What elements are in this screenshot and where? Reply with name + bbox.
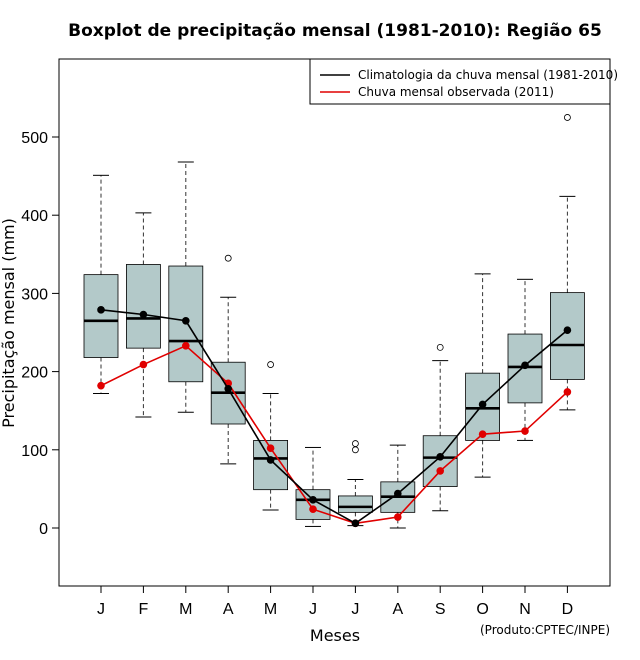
series-point <box>563 388 572 396</box>
y-tick-label: 300 <box>21 286 48 303</box>
outlier-point <box>351 446 359 454</box>
series-point <box>394 489 402 498</box>
outlier-point <box>224 254 232 262</box>
series-point <box>182 316 190 325</box>
series-observed <box>97 341 572 528</box>
series-point <box>182 341 190 350</box>
legend: Climatologia da chuva mensal (1981-2010)… <box>309 58 618 105</box>
series-point <box>563 326 572 334</box>
series-point <box>97 381 105 390</box>
x-tick-label: J <box>351 601 359 618</box>
series-point <box>394 513 402 521</box>
boxes-layer <box>83 114 585 529</box>
series-point <box>139 360 148 369</box>
box-6 <box>295 446 331 527</box>
y-axis-title: Precipitação mensal (mm) <box>0 218 18 428</box>
legend-label-observed: Chuva mensal observada (2011) <box>358 85 554 99</box>
box-2 <box>126 212 161 418</box>
series-point <box>309 496 317 504</box>
series-point <box>436 467 445 475</box>
box-12 <box>550 114 585 411</box>
y-axis: 0 100 200 300 400 500 <box>21 130 60 538</box>
x-tick-label: A <box>392 601 403 618</box>
series-point <box>266 456 275 464</box>
box-4 <box>210 254 246 465</box>
series-point <box>309 505 317 514</box>
x-tick-label: N <box>519 601 531 618</box>
x-tick-label: F <box>139 601 149 618</box>
series-point <box>478 400 487 409</box>
series-point <box>436 453 445 461</box>
x-tick-label: J <box>309 601 317 618</box>
series-point <box>351 519 360 528</box>
box-iqr <box>83 274 119 358</box>
y-tick-label: 200 <box>21 365 48 382</box>
outlier-point <box>351 440 359 447</box>
box-10 <box>465 273 501 478</box>
series-point <box>139 310 148 319</box>
x-tick-label: J <box>97 601 105 618</box>
x-tick-label: M <box>264 601 277 618</box>
box-iqr <box>337 495 373 513</box>
series-layer <box>97 306 572 528</box>
credit-label: (Produto:CPTEC/INPE) <box>480 623 610 637</box>
x-tick-label: M <box>179 601 192 618</box>
legend-label-climatology: Climatologia da chuva mensal (1981-2010) <box>358 68 618 82</box>
y-tick-label: 100 <box>21 443 48 460</box>
series-line <box>100 344 568 525</box>
y-tick-label: 400 <box>21 208 48 225</box>
box-7 <box>337 440 373 527</box>
x-axis-title: Meses <box>310 626 360 645</box>
box-iqr <box>295 489 331 520</box>
series-point <box>266 444 275 453</box>
outlier-point <box>267 361 275 368</box>
chart-title: Boxplot de precipitação mensal (1981-201… <box>68 21 602 41</box>
legend-box <box>309 58 611 105</box>
series-point <box>97 306 105 314</box>
series-point <box>224 385 232 393</box>
series-point <box>478 430 487 438</box>
series-point <box>521 361 529 370</box>
outlier-point <box>564 114 571 121</box>
box-5 <box>253 361 289 511</box>
outlier-point <box>436 343 444 351</box>
x-tick-label: S <box>435 601 446 618</box>
box-iqr <box>550 292 585 380</box>
series-climatology <box>97 306 572 528</box>
series-point <box>521 427 529 435</box>
box-1 <box>83 174 119 394</box>
y-tick-label: 0 <box>39 521 48 538</box>
series-line <box>100 309 568 525</box>
x-tick-label: O <box>476 601 488 618</box>
x-tick-label: D <box>562 601 574 618</box>
box-9 <box>422 343 458 512</box>
box-11 <box>507 278 543 441</box>
x-tick-label: A <box>223 601 234 618</box>
box-iqr <box>126 264 161 349</box>
y-tick-label: 500 <box>21 130 48 147</box>
box-3 <box>168 161 204 413</box>
